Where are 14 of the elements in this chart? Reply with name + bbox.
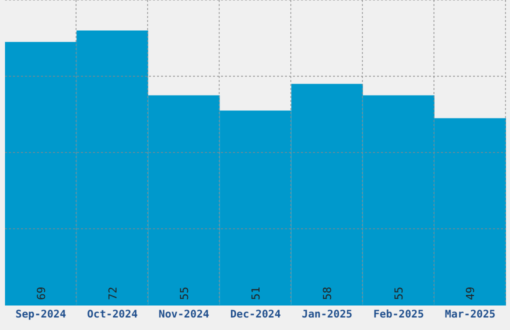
data-label: 72 [106, 286, 120, 300]
data-label: 55 [392, 286, 406, 300]
x-tick-label: Nov-2024 [158, 308, 210, 320]
x-tick-label: Dec-2024 [230, 308, 281, 320]
x-tick-label: Oct-2024 [87, 308, 138, 320]
x-tick-label: Feb-2025 [373, 308, 424, 320]
data-label: 55 [178, 286, 191, 300]
data-label: 58 [321, 286, 334, 300]
data-label: 49 [464, 286, 478, 300]
x-tick-label: Jan-2025 [302, 308, 352, 320]
x-tick-label: Mar-2025 [444, 308, 496, 320]
data-label: 51 [250, 286, 262, 300]
x-tick-label: Sep-2024 [15, 308, 66, 320]
data-label: 69 [34, 286, 48, 300]
